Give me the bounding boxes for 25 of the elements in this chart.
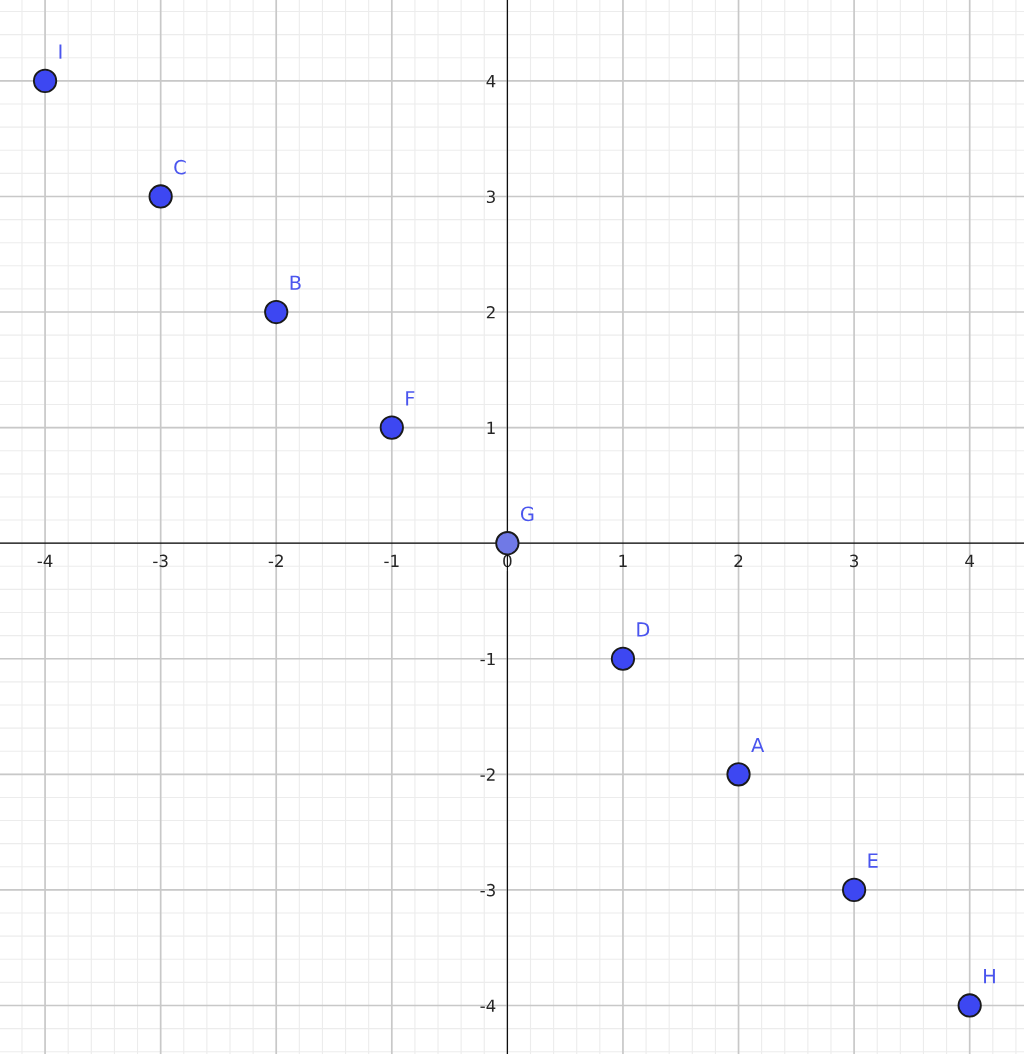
x-tick-label: -3 (153, 554, 168, 568)
x-tick-label: 2 (734, 554, 743, 567)
annotation: F (406, 391, 415, 406)
annotation: G (520, 506, 534, 522)
y-tick-label: -4 (480, 999, 496, 1012)
y-tick-label: -3 (480, 883, 495, 897)
annotation: E (868, 853, 878, 868)
y-tick-label: 2 (486, 306, 495, 319)
annotation: D (637, 622, 650, 637)
x-tick-label: -1 (384, 554, 399, 567)
y-tick-label: 1 (487, 421, 495, 434)
annotation: H (984, 969, 995, 984)
annotation: C (174, 159, 186, 175)
x-tick-label: 1 (619, 554, 627, 567)
x-tick-label: 3 (850, 554, 859, 568)
annotation: B (290, 275, 301, 290)
annotation: A (751, 737, 765, 753)
x-tick-label: -4 (37, 554, 53, 567)
y-tick-label: -1 (480, 652, 495, 666)
annotation: I (59, 44, 62, 59)
y-tick-label: -2 (480, 768, 495, 781)
y-tick-label: 4 (486, 75, 496, 88)
y-tick-label: 3 (486, 190, 495, 204)
x-tick-label: -2 (268, 554, 283, 567)
x-tick-label: 4 (965, 554, 975, 567)
